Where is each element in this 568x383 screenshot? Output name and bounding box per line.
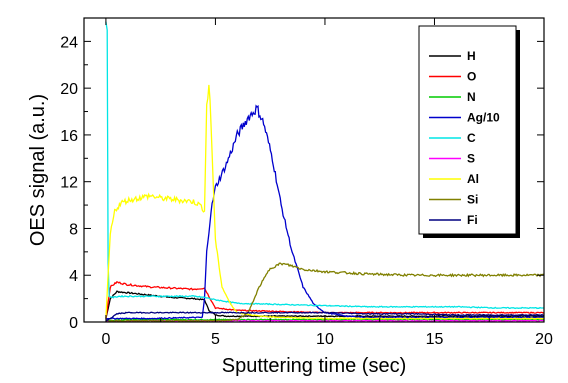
y-tick-label: 12 [60,175,78,192]
x-tick-label: 10 [316,331,334,348]
x-tick-label: 5 [211,331,220,348]
legend-label: S [467,152,475,166]
x-tick-label: 0 [101,331,110,348]
x-tick-label: 20 [535,331,553,348]
y-axis-label: OES signal (a.u.) [27,94,49,246]
y-tick-label: 20 [60,81,78,98]
legend-label: Fi [467,213,478,227]
legend: HON Ag/10 CS Al Si Fi [418,25,520,238]
legend-label: O [467,70,476,84]
tick-layer: 0 5 10 15 20 0 4 8 12 16 20 24 [60,17,553,348]
plot-frame [83,17,545,323]
legend-label: Ag/10 [467,111,500,125]
series-line-c [105,21,544,310]
legend-label: N [467,90,476,104]
series-line-si [105,262,544,322]
legend-label: Al [467,172,479,186]
y-tick-label: 24 [60,34,78,51]
y-tick-label: 16 [60,128,78,145]
legend-label: H [467,49,476,63]
x-axis-label: Sputtering time (sec) [222,355,407,377]
y-tick-label: 8 [69,221,78,238]
legend-label: C [467,131,476,145]
y-tick-label: 4 [69,268,78,285]
series-line-fi [105,311,544,322]
legend-label: Si [467,193,478,207]
x-tick-label: 15 [426,331,444,348]
y-tick-label: 0 [69,315,78,332]
